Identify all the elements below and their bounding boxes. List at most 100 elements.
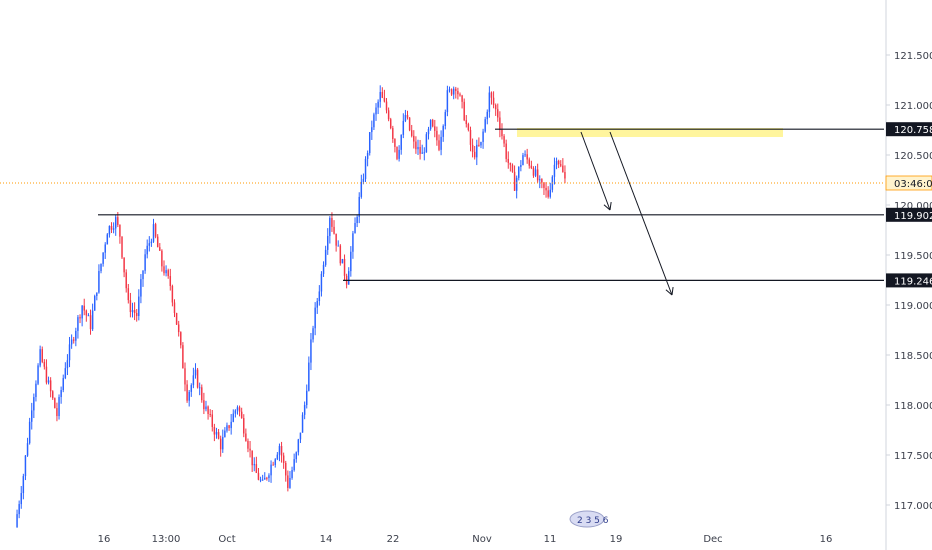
candle xyxy=(299,432,302,444)
candle xyxy=(444,109,447,130)
candle xyxy=(503,134,505,148)
candle xyxy=(419,139,421,160)
countdown-tag: 03:46:02 xyxy=(885,175,932,191)
candle xyxy=(329,216,331,244)
candle xyxy=(108,225,111,238)
candle xyxy=(253,457,255,472)
projection-arrow[interactable] xyxy=(609,131,674,296)
candle xyxy=(387,107,390,122)
candle xyxy=(131,302,134,318)
candle xyxy=(377,99,379,115)
candle xyxy=(520,160,522,172)
candle xyxy=(268,473,270,483)
candle xyxy=(455,86,457,99)
candle xyxy=(494,103,497,116)
candle xyxy=(72,336,75,344)
candle xyxy=(261,474,264,481)
time-tick-label: 13:00 xyxy=(152,534,181,545)
candle xyxy=(442,124,444,142)
candle xyxy=(518,166,520,181)
candle xyxy=(70,334,73,349)
candle xyxy=(333,220,335,235)
candle xyxy=(314,302,316,336)
supply-zone-layer xyxy=(517,128,783,137)
price-axis[interactable]: 117.000 117.500 118.000 118.500 119.000 119.5… xyxy=(886,51,932,512)
time-axis[interactable]: 16 13:00 Oct 14 22 Nov 11 19 Dec 16 xyxy=(0,520,886,545)
time-tick-label: Nov xyxy=(472,534,492,545)
candle xyxy=(541,178,543,189)
candle xyxy=(400,134,402,155)
price-tick-label: 119.000 xyxy=(894,301,932,312)
candle xyxy=(87,313,90,317)
candle xyxy=(163,260,165,276)
candle xyxy=(83,298,85,316)
candle xyxy=(398,145,400,162)
candle xyxy=(492,91,495,109)
candle xyxy=(301,412,304,433)
candle xyxy=(408,117,411,132)
candle xyxy=(431,118,434,128)
candle xyxy=(240,407,243,419)
candle xyxy=(133,302,136,321)
candle xyxy=(52,390,54,400)
candle xyxy=(522,152,524,166)
candle xyxy=(331,212,333,232)
candle xyxy=(171,284,174,307)
candle xyxy=(549,182,551,199)
candle xyxy=(138,289,140,321)
candle xyxy=(293,453,295,472)
candle xyxy=(16,509,18,528)
candle xyxy=(127,284,130,304)
candle xyxy=(356,214,358,228)
candle xyxy=(379,85,381,108)
candle xyxy=(104,242,106,259)
projection-arrow[interactable] xyxy=(580,131,612,211)
candle xyxy=(251,450,253,472)
candle xyxy=(26,437,29,457)
candle xyxy=(543,182,545,195)
candle xyxy=(81,304,83,327)
candle xyxy=(564,165,566,184)
candle xyxy=(562,158,564,173)
candle xyxy=(230,414,232,435)
candle xyxy=(486,109,489,125)
candle xyxy=(154,222,157,239)
candle xyxy=(31,402,33,430)
candle xyxy=(272,461,274,466)
candle xyxy=(526,148,528,164)
candle xyxy=(209,409,211,418)
candle xyxy=(243,414,245,438)
candle xyxy=(471,138,474,158)
candle xyxy=(534,165,537,178)
candle xyxy=(404,109,407,123)
candle xyxy=(125,269,127,293)
candle xyxy=(473,145,476,160)
candle xyxy=(421,144,423,154)
time-tick-label: 14 xyxy=(320,534,333,545)
time-tick-label: 11 xyxy=(544,534,557,545)
candle xyxy=(93,294,96,311)
price-tick-label: 118.000 xyxy=(894,401,932,412)
candle xyxy=(249,441,251,458)
candle xyxy=(450,88,453,96)
candle xyxy=(297,438,300,456)
candle xyxy=(448,86,451,93)
candle xyxy=(358,192,360,224)
candle xyxy=(135,309,138,322)
price-tags-layer: 120.758 119.902 119.246 03:46:02 xyxy=(885,122,932,288)
candle xyxy=(37,363,39,386)
time-tick-label: 16 xyxy=(98,534,111,545)
candle xyxy=(507,151,510,169)
candle xyxy=(413,130,415,149)
candle xyxy=(341,258,344,264)
candle xyxy=(169,268,172,291)
candle xyxy=(509,162,512,172)
svg-text:03:46:02: 03:46:02 xyxy=(894,179,932,190)
candle xyxy=(515,175,518,199)
arrows-layer xyxy=(580,131,674,296)
candle xyxy=(64,362,67,380)
candle xyxy=(476,139,478,166)
candle xyxy=(270,460,272,483)
candle xyxy=(488,86,491,118)
